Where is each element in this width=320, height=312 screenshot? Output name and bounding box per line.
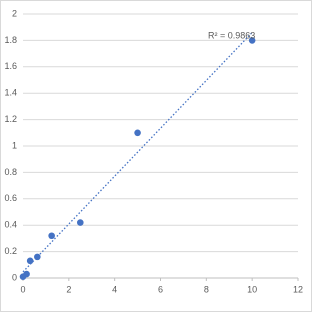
x-tick-label: 2	[66, 284, 71, 294]
y-tick-label: 1.2	[4, 114, 17, 124]
trendline	[22, 32, 253, 273]
point	[34, 253, 41, 261]
y-tick-label: 0.2	[4, 246, 17, 256]
chart: 0 0.2 0.4 0.6 0.8 1 1.2 1.4 1.6 1.8 2 0 2 4 6 8 10 12 R² =…	[0, 0, 312, 312]
y-tick-label: 1.8	[4, 35, 17, 45]
point	[48, 232, 55, 240]
chart-border	[0, 0, 312, 312]
y-tick-label: 2	[12, 8, 17, 18]
x-tick-label: 4	[112, 284, 117, 294]
y-tick-label: 1	[12, 140, 17, 150]
x-tick-label: 6	[158, 284, 163, 294]
y-tick-label: 0.4	[4, 220, 17, 230]
x-tick-label: 12	[293, 284, 303, 294]
x-tick-label: 8	[204, 284, 209, 294]
y-tick-label: 1.6	[4, 61, 17, 71]
y-tick-label: 0	[12, 272, 17, 282]
y-tick-label: 0.8	[4, 167, 17, 177]
point	[248, 37, 256, 44]
point	[134, 129, 141, 137]
y-tick-label: 0.6	[4, 193, 17, 203]
point	[23, 270, 30, 278]
x-tick-label: 10	[247, 284, 257, 294]
y-tick-label: 1.4	[4, 88, 17, 98]
annotation: R² = 0.9863	[208, 30, 255, 40]
x-tick-label: 0	[20, 284, 25, 294]
point	[76, 219, 84, 226]
point	[26, 257, 34, 265]
